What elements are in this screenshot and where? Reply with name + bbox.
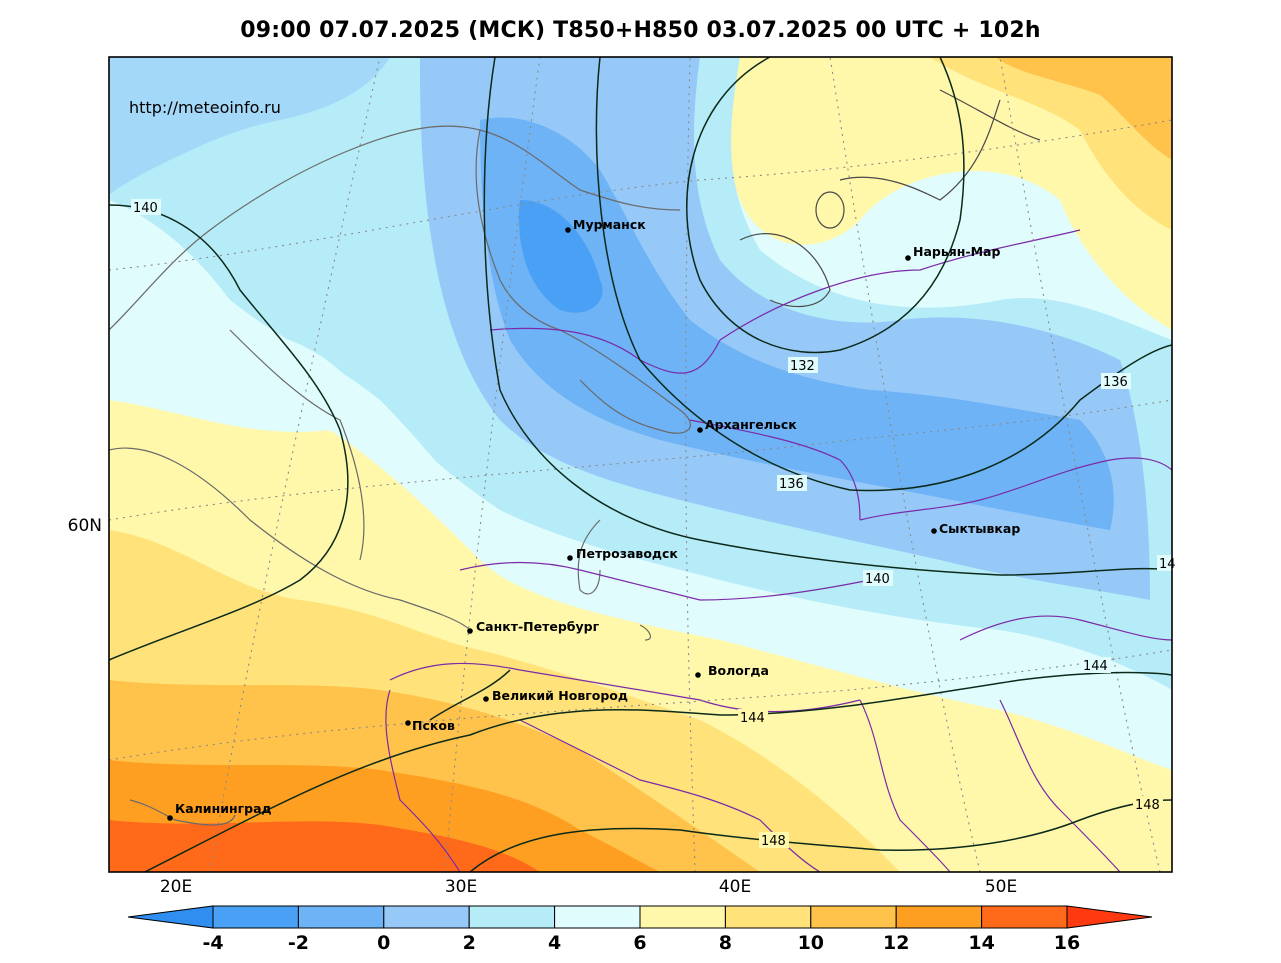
colorbar-tick-label: 12 (883, 932, 909, 954)
colorbar-arrow-right (1066, 905, 1153, 929)
colorbar-swatch (468, 905, 556, 929)
lon-label: 20E (160, 877, 192, 897)
colorbar-tick-label: 0 (377, 932, 390, 954)
colorbar-tick-label: 10 (798, 932, 824, 954)
colorbar-swatch (810, 905, 897, 929)
lon-label: 50E (985, 877, 1017, 897)
axis-labels: 20E 30E 40E 50E 60N (68, 516, 1018, 897)
colorbar-tick-label: 6 (633, 932, 646, 954)
city-label: Архангельск (705, 417, 797, 432)
coastlines (109, 89, 1041, 826)
isoline-label: 140 (133, 201, 158, 216)
lon-label: 30E (445, 877, 477, 897)
city-label: Великий Новгород (492, 688, 628, 703)
city-label: Вологда (708, 663, 769, 678)
colorbar-swatch (212, 905, 299, 929)
city-label: Мурманск (573, 217, 646, 232)
city-label: Калининград (175, 801, 272, 816)
isoline-label: 132 (790, 359, 815, 374)
city-label: Сыктывкар (939, 521, 1020, 536)
isoline-label: 140 (865, 572, 890, 587)
colorbar-tick-label: 8 (719, 932, 732, 954)
colorbar-swatch (383, 905, 470, 929)
city-markers: Мурманск Нарьян-Мар Архангельск Сыктывка… (167, 217, 1020, 821)
colorbar-tick-label: 16 (1054, 932, 1080, 954)
colorbar-swatch (554, 905, 641, 929)
colorbar-swatch (297, 905, 385, 929)
colorbar-tick-label: -4 (202, 932, 223, 954)
graticule (109, 57, 1172, 872)
isoline-label: 148 (761, 834, 786, 849)
city-label: Нарьян-Мар (913, 244, 1000, 259)
lat-label: 60N (68, 516, 102, 536)
height-contours (109, 57, 1172, 872)
colorbar-tick-label: 4 (548, 932, 561, 954)
contour-labels: 140 132 136 136 140 144 144 148 148 14 (131, 199, 1176, 849)
colorbar-tick-label: 2 (463, 932, 476, 954)
map-frame (108, 56, 1173, 873)
isoline-label: 136 (779, 477, 804, 492)
isoline-label: 136 (1103, 375, 1128, 390)
isoline-label: 148 (1135, 798, 1160, 813)
colorbar-swatch (639, 905, 726, 929)
map-title: 09:00 07.07.2025 (МСК) T850+H850 03.07.2… (240, 18, 1041, 43)
isoline-label: 144 (740, 711, 765, 726)
city-label: Санкт-Петербург (476, 619, 600, 634)
lon-label: 40E (719, 877, 751, 897)
colorbar-tick-label: -2 (288, 932, 309, 954)
colorbar-swatch (895, 905, 983, 929)
city-label: Псков (412, 718, 455, 733)
city-label: Петрозаводск (576, 546, 678, 561)
isoline-label: 144 (1083, 659, 1108, 674)
colorbar-tick-label: 14 (968, 932, 994, 954)
watermark-url: http://meteoinfo.ru (129, 98, 281, 117)
colorbar: -4 -2 0 2 4 6 8 10 12 14 16 (127, 905, 1153, 954)
colorbar-swatch (981, 905, 1068, 929)
isoline-label: 14 (1159, 557, 1176, 572)
colorbar-swatch (724, 905, 812, 929)
colorbar-arrow-left (127, 905, 214, 929)
temperature-field (109, 57, 1172, 872)
